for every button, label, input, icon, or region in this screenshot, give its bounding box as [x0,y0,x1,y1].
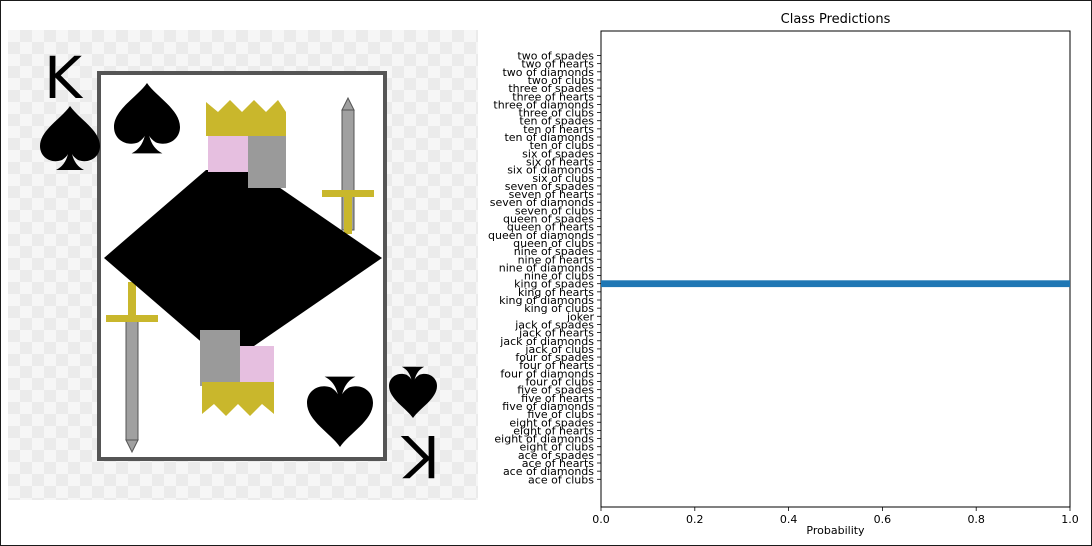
y-tick-label: nine of diamonds [499,261,595,274]
y-tick-label: nine of clubs [524,270,594,283]
y-tick-label: seven of spades [505,180,595,193]
y-tick-label: seven of diamonds [490,196,595,209]
y-tick-label: six of spades [522,147,594,160]
sword-icon [322,96,374,234]
y-tick-label: eight of hearts [513,424,594,437]
y-tick-label: three of spades [508,82,594,95]
y-tick-label: two of hearts [521,58,594,71]
y-tick-label: queen of hearts [507,221,594,234]
y-tick-label: three of clubs [519,107,595,120]
y-tick-label: two of clubs [528,74,595,87]
x-axis-title: Probability [806,524,865,537]
y-tick-label: ace of diamonds [503,465,594,478]
y-tick-label: jack of clubs [524,343,594,356]
sword-icon [106,282,158,454]
y-tick-label: ten of diamonds [504,131,594,144]
y-tick-label: ten of spades [519,115,594,128]
y-tick-label: seven of clubs [515,204,594,217]
y-tick-label: five of clubs [527,408,594,421]
y-tick-label: seven of hearts [509,188,595,201]
y-tick-label: ace of hearts [522,457,594,470]
y-tick-label: eight of spades [509,416,594,429]
bars [601,280,1070,288]
y-tick-label: three of hearts [512,90,594,103]
y-tick-label: queen of clubs [513,237,594,250]
y-tick-label: jack of spades [514,318,594,331]
rank-bottom-right: K [400,422,440,490]
y-tick-label: eight of clubs [520,441,595,454]
y-tick-label: six of diamonds [507,164,594,177]
y-tick-label: five of diamonds [502,400,594,413]
y-tick-label: joker [566,310,595,323]
y-tick-label: king of clubs [524,302,594,315]
rank-top-left: K [44,44,84,112]
y-tick-label: jack of hearts [518,327,594,340]
chart-title: Class Predictions [781,12,891,27]
y-tick-label: queen of spades [503,213,594,226]
y-tick-label: six of hearts [526,155,594,168]
y-tick-label: two of diamonds [502,66,594,79]
y-tick-label: queen of diamonds [488,229,594,242]
y-tick-label: nine of hearts [518,253,595,266]
y-tick-label: ace of clubs [528,473,594,486]
y-tick-label: three of diamonds [493,98,594,111]
y-tick-label: ace of spades [518,449,594,462]
x-tick-label: 0.0 [592,513,610,526]
x-tick-label: 0.4 [780,513,798,526]
x-tick-label: 1.0 [1061,513,1079,526]
y-tick-label: eight of diamonds [494,433,594,446]
x-tick-label: 0.8 [967,513,985,526]
y-tick-label: four of spades [515,351,594,364]
y-tick-label: four of diamonds [500,367,594,380]
input-card-image: K K [8,30,478,500]
x-tick-label: 0.2 [686,513,704,526]
x-axis: 0.0 0.2 0.4 0.6 0.8 1.0 [592,507,1079,526]
y-tick-label: five of spades [517,384,594,397]
y-tick-label: nine of spades [514,245,595,258]
y-tick-label: jack of diamonds [499,335,594,348]
y-tick-label: two of spades [517,50,594,63]
y-tick-label: four of hearts [519,359,594,372]
y-tick-label: king of diamonds [499,294,594,307]
y-tick-label: ten of hearts [523,123,594,136]
y-tick-label: six of clubs [532,172,594,185]
y-tick-label: king of spades [514,278,594,291]
y-tick-label: ten of clubs [530,139,595,152]
bar [601,280,1070,288]
king-of-spades-card-illustration: K K [40,44,440,490]
plot-area [600,30,1071,508]
king-figure [104,100,382,416]
x-tick-label: 0.6 [874,513,892,526]
y-tick-label: king of hearts [518,286,594,299]
y-tick-label: five of hearts [521,392,594,405]
y-tick-label: four of clubs [526,376,595,389]
